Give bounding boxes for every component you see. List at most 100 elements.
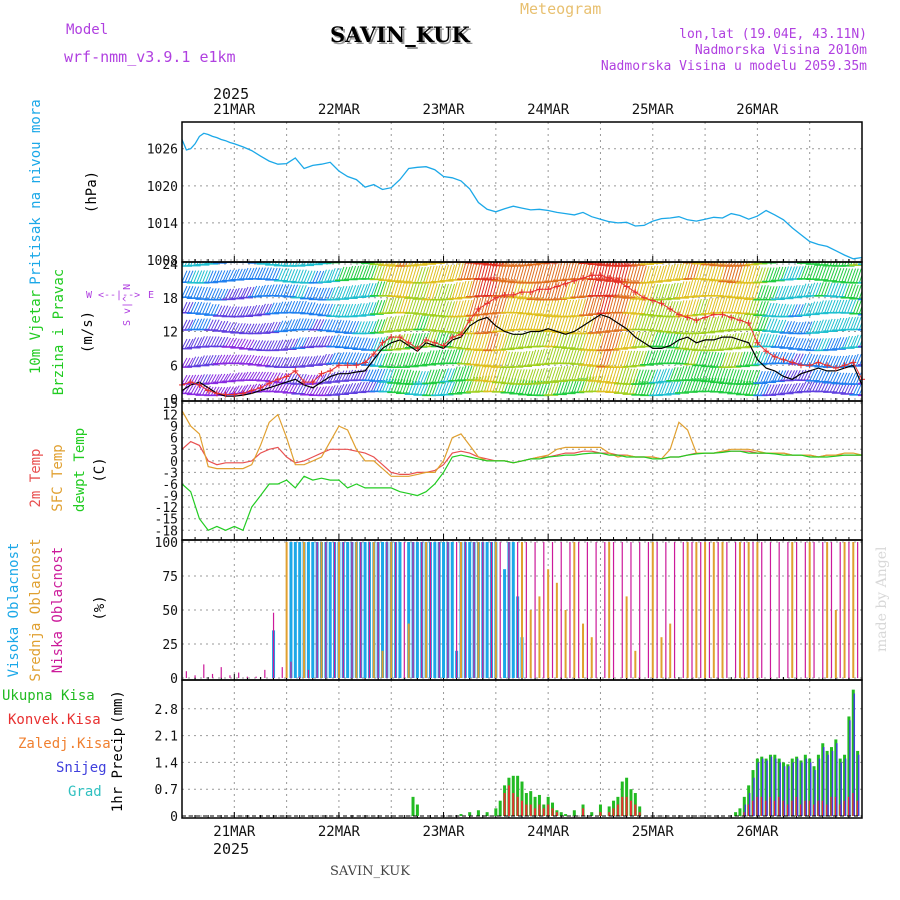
precip-bar-1	[507, 785, 510, 816]
station-title-shadow: SAVIN_KUK	[332, 24, 473, 49]
wind-barb	[809, 265, 816, 280]
wind-barb	[695, 298, 702, 315]
wind-barb	[376, 299, 383, 315]
precip-bar-1	[786, 804, 789, 816]
wind-barb	[495, 366, 502, 383]
wind-barb	[547, 366, 554, 383]
precip-bar-0	[851, 689, 855, 816]
wind-barb	[370, 282, 377, 297]
precip-bar-1	[821, 800, 824, 816]
wind-barb	[736, 351, 743, 368]
wind-barb	[759, 351, 766, 365]
wind-barb	[437, 265, 444, 282]
wind-barb	[297, 384, 304, 395]
wind-barb	[338, 266, 345, 281]
wind-barb	[579, 365, 586, 381]
wind-barb	[347, 265, 354, 280]
wind-barb	[434, 265, 441, 282]
model-label: Model	[66, 22, 108, 38]
wind-barb	[216, 270, 223, 282]
wind-barb	[803, 338, 810, 351]
wind-barb	[466, 262, 473, 280]
wind-barb	[382, 378, 388, 392]
wind-barb	[568, 348, 575, 364]
wind-barb	[190, 270, 197, 283]
precip-bar-1	[534, 808, 537, 816]
wind-barb	[704, 351, 711, 367]
wind-barb	[730, 280, 737, 298]
wind-barb	[312, 355, 319, 366]
precip-bar-2	[853, 693, 856, 816]
wind-barb	[576, 365, 583, 381]
wind-barb	[434, 315, 441, 331]
wind-barb	[742, 281, 749, 299]
wind-barb	[379, 299, 386, 315]
wind-barb	[190, 337, 197, 348]
precip-bar-0	[494, 808, 498, 816]
wind-barb	[515, 332, 522, 349]
wind-barb	[745, 297, 752, 314]
wind-barb	[472, 297, 479, 316]
wind-barb	[838, 337, 845, 350]
wind-barb	[620, 262, 623, 267]
precip-bar-1	[834, 796, 837, 816]
cloud-bar-mid	[756, 542, 759, 678]
wind-barb	[768, 334, 775, 347]
wind-barb	[632, 350, 639, 367]
wind-barb	[292, 319, 299, 331]
precip-bar-0	[468, 812, 472, 816]
wind-barb	[835, 337, 842, 350]
wind-barb	[754, 266, 761, 283]
wind-barb	[748, 314, 755, 330]
wind-barb	[868, 387, 873, 396]
wind-barb	[710, 335, 717, 351]
ylabel-precip: 1hr Precip	[110, 728, 126, 812]
wind-barb	[236, 385, 243, 394]
wind-barb	[501, 366, 508, 383]
wind-barb	[327, 319, 333, 331]
wind-barb	[184, 319, 191, 331]
wind-barb	[646, 314, 653, 331]
wind-barb	[673, 262, 674, 263]
wind-barb	[294, 318, 301, 330]
precip-bar-0	[843, 754, 847, 816]
panel-frame-precip	[181, 679, 863, 819]
wind-barb	[716, 296, 723, 314]
wind-barb	[286, 269, 293, 282]
wind-barb	[768, 370, 775, 383]
wind-barb	[538, 367, 545, 384]
wind-barb	[190, 286, 197, 299]
wind-barb	[510, 262, 513, 267]
wind-barb	[504, 313, 511, 331]
wind-barb	[710, 316, 717, 333]
wind-barb	[318, 386, 325, 396]
wind-barb	[370, 302, 377, 316]
wind-barb	[483, 277, 490, 297]
wind-barb	[277, 339, 284, 351]
wind-barb	[257, 340, 264, 350]
cloud-bar-mid	[808, 542, 811, 678]
wind-barb	[355, 265, 362, 280]
wind-barb	[730, 333, 737, 349]
wind-barb	[707, 351, 714, 367]
wind-barb	[294, 285, 301, 298]
wind-barb	[251, 285, 258, 297]
wind-barb	[216, 305, 223, 317]
wind-barb	[756, 371, 763, 384]
precip-bar-1	[542, 808, 545, 816]
wind-barb	[219, 320, 226, 332]
wind-barb	[568, 316, 575, 334]
wind-barb	[257, 371, 264, 381]
wind-barb	[289, 269, 296, 282]
wind-barb	[434, 349, 441, 364]
wind-barb	[329, 385, 336, 396]
wind-barb	[667, 316, 673, 332]
wind-barb	[344, 304, 351, 317]
wind-barb	[393, 315, 400, 332]
wind-barb	[774, 335, 781, 348]
wind-barb	[756, 267, 763, 283]
wind-barb	[315, 355, 322, 366]
wind-barb	[222, 262, 224, 264]
wind-barb	[489, 332, 496, 351]
